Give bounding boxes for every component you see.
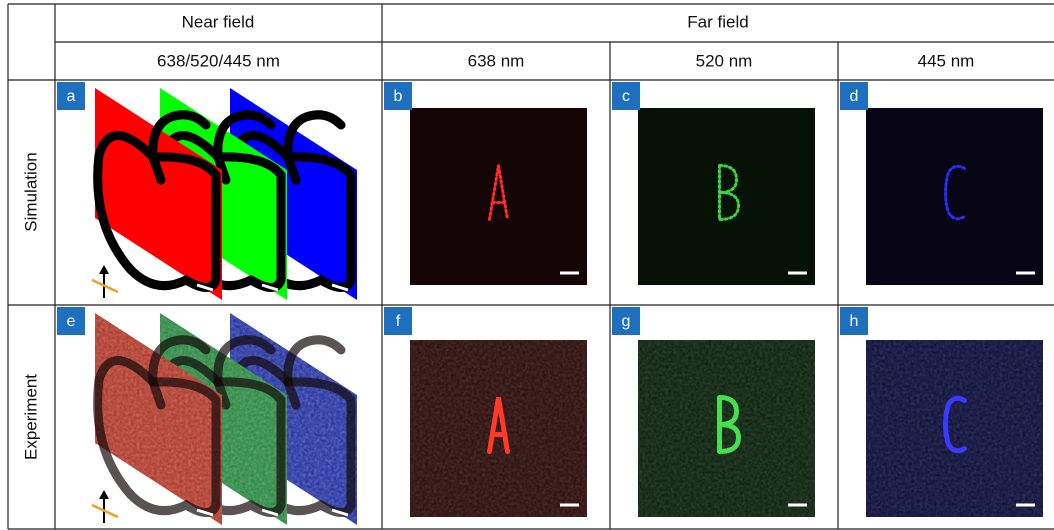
header-near: Near field xyxy=(182,12,255,31)
panel-label: d xyxy=(850,88,859,105)
panel-label: e xyxy=(67,313,76,330)
header-far: Far field xyxy=(687,12,748,31)
panel-label: a xyxy=(67,88,76,105)
pol-head xyxy=(99,265,109,274)
far-field-noise xyxy=(866,340,1043,517)
far-field-image xyxy=(866,108,1043,285)
subheader: 638 nm xyxy=(468,51,525,70)
panel-label: g xyxy=(622,313,631,330)
subheader: 638/520/445 nm xyxy=(157,51,280,70)
pol-head xyxy=(99,490,109,499)
far-field-noise xyxy=(638,340,815,517)
subheader: 520 nm xyxy=(696,51,753,70)
subheader: 445 nm xyxy=(918,51,975,70)
far-field-image xyxy=(410,108,587,285)
panel-label: b xyxy=(394,88,403,105)
figure: Near field Far field 638/520/445 nm 638 n… xyxy=(0,0,1054,530)
far-field-image xyxy=(638,108,815,285)
far-field-noise xyxy=(410,340,587,517)
panel-label: c xyxy=(622,88,630,105)
panel-label: f xyxy=(396,313,401,330)
row-label: Simulation xyxy=(21,152,40,231)
panel-label: h xyxy=(850,313,859,330)
row-label: Experiment xyxy=(21,374,40,460)
